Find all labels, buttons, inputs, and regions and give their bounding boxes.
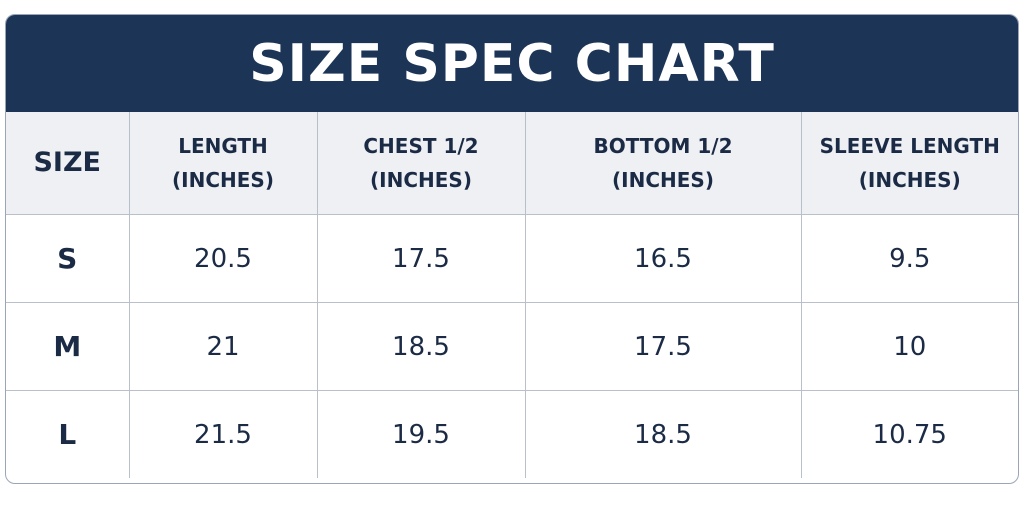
header-cell: SIZE xyxy=(6,112,130,215)
size-table: SIZE LENGTH (INCHES) CHEST 1/2 (INCHES) BOTTO… xyxy=(6,112,1018,478)
header-cell: CHEST 1/2 (INCHES) xyxy=(316,112,526,215)
table-row: S 20.5 17.5 16.5 9.5 xyxy=(6,214,1018,303)
value-cell: 9.5 xyxy=(800,214,1018,303)
table-row: L 21.5 19.5 18.5 10.75 xyxy=(6,390,1018,478)
value-cell: 17.5 xyxy=(316,214,526,303)
table-row: M 21 18.5 17.5 10 xyxy=(6,302,1018,391)
value-cell: 21 xyxy=(128,302,318,391)
header-text: (INCHES) xyxy=(858,168,961,192)
table-body: S 20.5 17.5 16.5 9.5 M 21 18.5 17.5 10 L 21.5 19.5 18… xyxy=(6,214,1018,478)
header-text: SIZE xyxy=(33,147,101,178)
header-cell: LENGTH (INCHES) xyxy=(128,112,318,215)
size-chart-card: SIZE SPEC CHART SIZE LENGTH (INCHES) CHEST … xyxy=(5,14,1019,484)
size-cell: M xyxy=(6,302,130,391)
header-cell: SLEEVE LENGTH (INCHES) xyxy=(800,112,1018,215)
header-cell: BOTTOM 1/2 (INCHES) xyxy=(524,112,802,215)
value-cell: 10.75 xyxy=(800,390,1018,478)
value-cell: 21.5 xyxy=(128,390,318,478)
value-cell: 16.5 xyxy=(524,214,802,303)
title: SIZE SPEC CHART xyxy=(6,15,1018,112)
header-text: SLEEVE LENGTH xyxy=(819,134,1000,158)
header-text: LENGTH xyxy=(178,134,268,158)
value-cell: 18.5 xyxy=(316,302,526,391)
header-text: (INCHES) xyxy=(612,168,714,192)
value-cell: 17.5 xyxy=(524,302,802,391)
value-cell: 19.5 xyxy=(316,390,526,478)
value-cell: 10 xyxy=(800,302,1018,391)
value-cell: 18.5 xyxy=(524,390,802,478)
header-row: SIZE LENGTH (INCHES) CHEST 1/2 (INCHES) BOTTO… xyxy=(6,112,1018,215)
size-cell: S xyxy=(6,214,130,303)
header-text: (INCHES) xyxy=(370,168,472,192)
header-text: (INCHES) xyxy=(172,168,274,192)
size-cell: L xyxy=(6,390,130,478)
value-cell: 20.5 xyxy=(128,214,318,303)
header-text: BOTTOM 1/2 xyxy=(593,134,733,158)
header-text: CHEST 1/2 xyxy=(363,134,479,158)
